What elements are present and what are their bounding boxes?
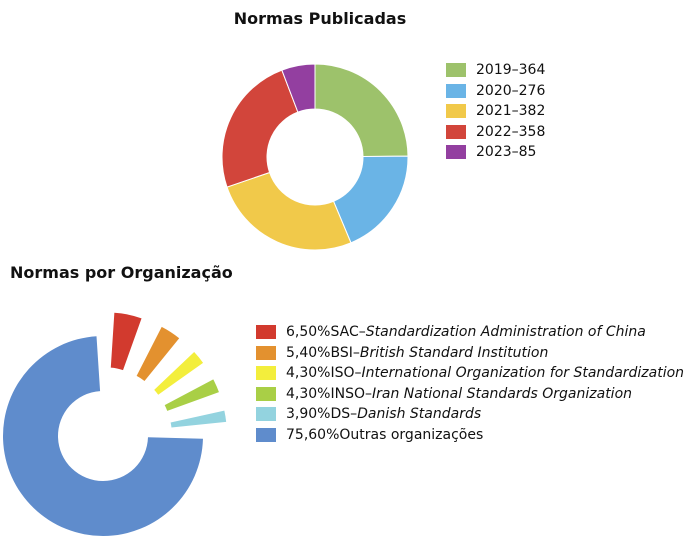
- legend-code: BSI: [330, 344, 353, 361]
- legend-item-2019: 2019 – 364: [446, 60, 545, 81]
- legend-separator: –: [511, 123, 519, 140]
- legend-percent: 4,30%: [286, 365, 331, 382]
- chart-title-normas-por-organizacao: Normas por Organização: [10, 263, 233, 282]
- legend-separator: –: [511, 103, 519, 120]
- legend-organization: British Standard Institution: [359, 344, 549, 361]
- donut-chart-normas-publicadas: [221, 63, 409, 251]
- legend-separator: –: [352, 344, 360, 361]
- legend-item-sac: 6,50% SAC – Standardization Administrati…: [256, 322, 684, 343]
- legend-value: 364: [518, 62, 546, 79]
- legend-separator: –: [350, 406, 358, 423]
- legend-code: Outras organizações: [339, 426, 484, 443]
- legend-percent: 6,50%: [286, 324, 331, 341]
- legend-swatch: [446, 83, 466, 98]
- legend-swatch: [446, 63, 466, 78]
- slice-bsi: [136, 326, 180, 381]
- legend-item-ds: 3,90% DS – Danish Standards: [256, 404, 684, 425]
- slice-2021: [226, 171, 352, 251]
- legend-year: 2023: [476, 144, 512, 161]
- legend-swatch: [256, 407, 276, 422]
- slice-outras-organizacoes: [2, 336, 203, 536]
- chart-title-normas-publicadas: Normas Publicadas: [233, 9, 407, 28]
- legend-year: 2019: [476, 62, 512, 79]
- slice-2019: [314, 63, 409, 158]
- legend-normas-por-organizacao: 6,50% SAC – Standardization Administrati…: [256, 322, 684, 445]
- legend-code: SAC: [330, 324, 359, 341]
- legend-percent: 75,60%: [286, 426, 340, 443]
- legend-organization: International Organization for Standardi…: [361, 365, 685, 382]
- legend-year: 2020: [476, 82, 512, 99]
- legend-item-2022: 2022 – 358: [446, 122, 545, 143]
- legend-item-inso: 4,30% INSO – Iran National Standards Org…: [256, 384, 684, 405]
- legend-separator: –: [511, 62, 519, 79]
- legend-code: DS: [330, 406, 351, 423]
- legend-year: 2021: [476, 103, 512, 120]
- legend-value: 276: [518, 82, 546, 99]
- legend-organization: Danish Standards: [357, 406, 482, 423]
- legend-normas-publicadas: 2019 – 364 2020 – 276 2021 – 382 2022 – 358…: [446, 60, 545, 163]
- legend-organization: Standardization Administration of China: [365, 324, 646, 341]
- slice-2023: [281, 63, 316, 113]
- slice-2022: [221, 69, 299, 188]
- legend-separator: –: [511, 82, 519, 99]
- legend-code: INSO: [330, 385, 365, 402]
- legend-separator: –: [511, 144, 519, 161]
- legend-organization: Iran National Standards Organization: [372, 385, 633, 402]
- legend-swatch: [446, 104, 466, 119]
- legend-separator: –: [365, 385, 372, 402]
- legend-item-bsi: 5,40% BSI – British Standard Institution: [256, 343, 684, 364]
- legend-swatch: [256, 345, 276, 360]
- legend-item-2020: 2020 – 276: [446, 81, 545, 102]
- legend-percent: 5,40%: [286, 344, 331, 361]
- slice-ds: [170, 410, 227, 428]
- slice-inso: [164, 379, 219, 411]
- legend-value: 358: [518, 123, 546, 140]
- legend-swatch: [446, 124, 466, 139]
- legend-swatch: [256, 325, 276, 340]
- legend-item-2023: 2023 – 85: [446, 142, 545, 163]
- exploded-donut-chart-normas-por-organizacao: [2, 312, 227, 536]
- legend-separator: –: [354, 365, 362, 382]
- slice-iso: [154, 352, 204, 395]
- legend-separator: –: [358, 324, 366, 341]
- legend-value: 85: [518, 144, 537, 161]
- legend-item-outras-organizacoes: 75,60% Outras organizações: [256, 425, 684, 446]
- legend-percent: 4,30%: [286, 385, 331, 402]
- legend-code: ISO: [330, 365, 355, 382]
- legend-percent: 3,90%: [286, 406, 331, 423]
- legend-item-2021: 2021 – 382: [446, 101, 545, 122]
- legend-swatch: [256, 386, 276, 401]
- legend-value: 382: [518, 103, 546, 120]
- slice-sac: [110, 312, 142, 371]
- legend-swatch: [256, 366, 276, 381]
- legend-swatch: [446, 145, 466, 160]
- legend-year: 2022: [476, 123, 512, 140]
- legend-item-iso: 4,30% ISO – International Organization f…: [256, 363, 684, 384]
- legend-swatch: [256, 427, 276, 442]
